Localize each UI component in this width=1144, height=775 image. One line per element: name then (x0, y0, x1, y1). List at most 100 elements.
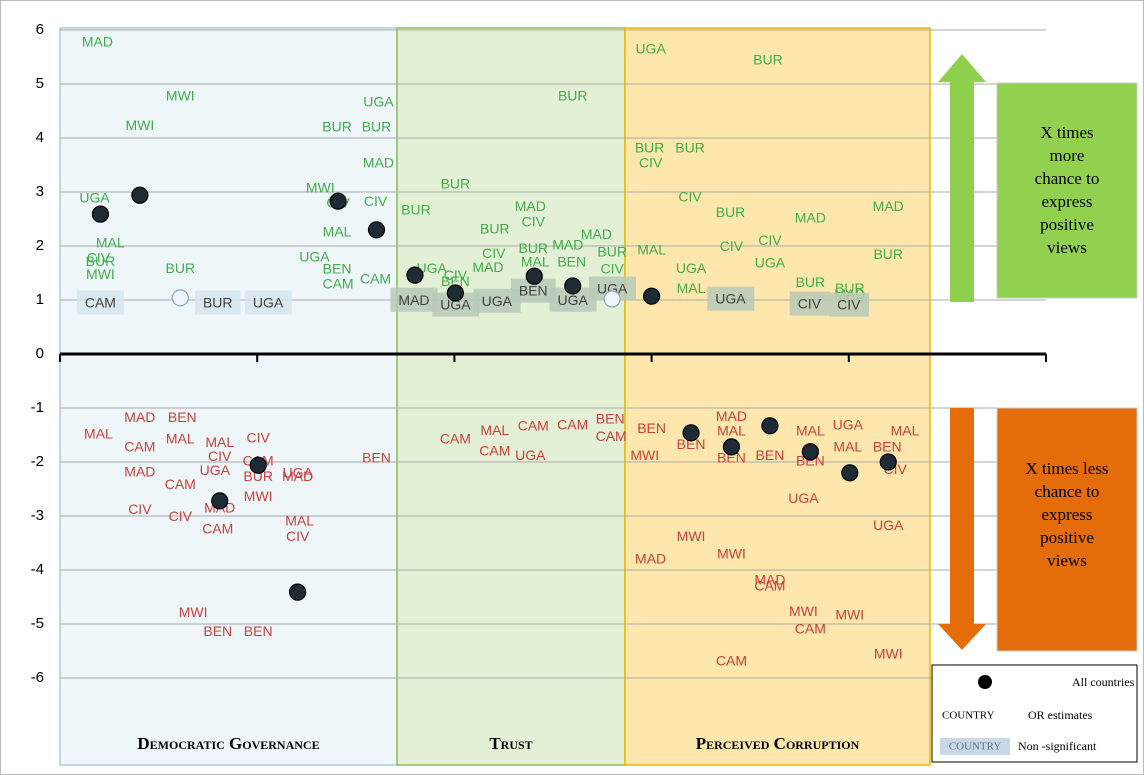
box-text: views (1047, 238, 1087, 257)
country-label: CAM (518, 418, 549, 434)
country-label: CIV (758, 232, 782, 248)
country-label: MAL (677, 280, 706, 296)
y-tick-label: 1 (36, 291, 44, 308)
country-dot (289, 583, 307, 601)
country-label: CAM (322, 276, 353, 292)
country-dot (564, 277, 582, 295)
country-dot (761, 417, 779, 435)
country-label: BEN (203, 623, 232, 639)
country-label: MAD (581, 226, 612, 242)
country-label: MAL (833, 439, 862, 455)
label-box (244, 290, 292, 315)
country-label: UGA (558, 292, 589, 308)
country-label: UGA (440, 297, 471, 313)
box-text: X times less (1025, 459, 1108, 478)
country-label: CAM (440, 431, 471, 447)
country-label: MAD (124, 464, 155, 480)
down-arrow-head (938, 624, 986, 650)
panel (396, 27, 626, 766)
legend-dot (978, 675, 992, 689)
legend-label: Non -significant (1018, 739, 1097, 753)
country-label: BEN (596, 411, 625, 427)
country-label: CAM (165, 476, 196, 492)
box-text: positive (1040, 528, 1094, 547)
country-label: UGA (833, 417, 864, 433)
country-label: CIV (247, 429, 271, 445)
country-label: BEN (168, 409, 197, 425)
box-text: X times (1040, 123, 1093, 142)
country-label: BUR (675, 140, 705, 156)
country-dot (367, 221, 386, 239)
country-label: MWI (789, 603, 818, 619)
box-text: chance to (1035, 169, 1100, 188)
legend-nonsig-box (940, 738, 1010, 755)
country-label: UGA (873, 517, 904, 533)
country-label: CAM (596, 428, 627, 444)
country-label: CAM (557, 417, 588, 433)
up-arrow-head (938, 54, 986, 82)
country-label: UGA (363, 94, 394, 110)
country-label: BUR (203, 294, 233, 310)
country-label: MAL (323, 224, 352, 240)
country-label: BEN (637, 420, 666, 436)
panel-title: Trust (489, 734, 532, 753)
country-label: UGA (597, 280, 628, 296)
country-label: CIV (678, 189, 702, 205)
country-label: BEN (873, 439, 902, 455)
legend-label: All countries (1072, 675, 1135, 689)
country-label: CAM (795, 621, 826, 637)
country-dot (446, 284, 464, 302)
country-label: BUR (635, 140, 665, 156)
up-arrow-shaft (950, 80, 974, 302)
country-dot (801, 443, 819, 461)
country-label: MAL (205, 434, 234, 450)
country-dot (682, 424, 700, 442)
country-label: MWI (874, 645, 903, 661)
box-text: chance to (1035, 482, 1100, 501)
country-label: CIV (798, 296, 822, 312)
country-label: UGA (482, 293, 513, 309)
country-label: MAD (515, 198, 546, 214)
country-label: UGA (788, 490, 819, 506)
country-label: CIV (286, 528, 310, 544)
country-label: MWI (677, 528, 706, 544)
label-box (390, 287, 438, 312)
country-label: CIV (482, 245, 506, 261)
country-label: CAM (124, 439, 155, 455)
y-tick-label: -4 (31, 561, 44, 578)
country-dot (603, 290, 621, 308)
country-label: MAL (717, 422, 746, 438)
country-label: MWI (244, 488, 273, 504)
country-dot (642, 287, 661, 305)
country-label: UGA (635, 41, 666, 57)
country-dot (171, 289, 189, 307)
country-label: MAL (796, 422, 825, 438)
box-text: express (1042, 192, 1093, 211)
country-label: CAM (85, 294, 116, 310)
y-tick-label: -3 (31, 507, 44, 524)
country-label: UGA (417, 260, 448, 276)
country-dot (211, 492, 229, 510)
country-label: CIV (364, 193, 388, 209)
country-label: BEN (717, 449, 746, 465)
country-label: MWI (717, 546, 746, 562)
country-label: MAD (282, 468, 313, 484)
y-tick-label: 3 (36, 183, 44, 200)
country-dot (406, 266, 424, 284)
country-label: BUR (716, 204, 746, 220)
country-label: BUR (835, 280, 865, 296)
country-label: CIV (720, 238, 744, 254)
country-label: UGA (299, 249, 330, 265)
country-label: CIV (639, 155, 663, 171)
box-text: express (1042, 505, 1093, 524)
country-label: CIV (87, 250, 111, 266)
country-label: MAL (891, 422, 920, 438)
legend-label: OR estimates (1028, 708, 1093, 722)
country-label: UGA (200, 462, 231, 478)
country-label: UGA (79, 190, 110, 206)
y-tick-label: 5 (36, 75, 44, 92)
country-label: MWI (86, 266, 115, 282)
country-label: MAD (552, 237, 583, 253)
country-label: MAD (82, 34, 113, 50)
country-label: MAD (716, 408, 747, 424)
